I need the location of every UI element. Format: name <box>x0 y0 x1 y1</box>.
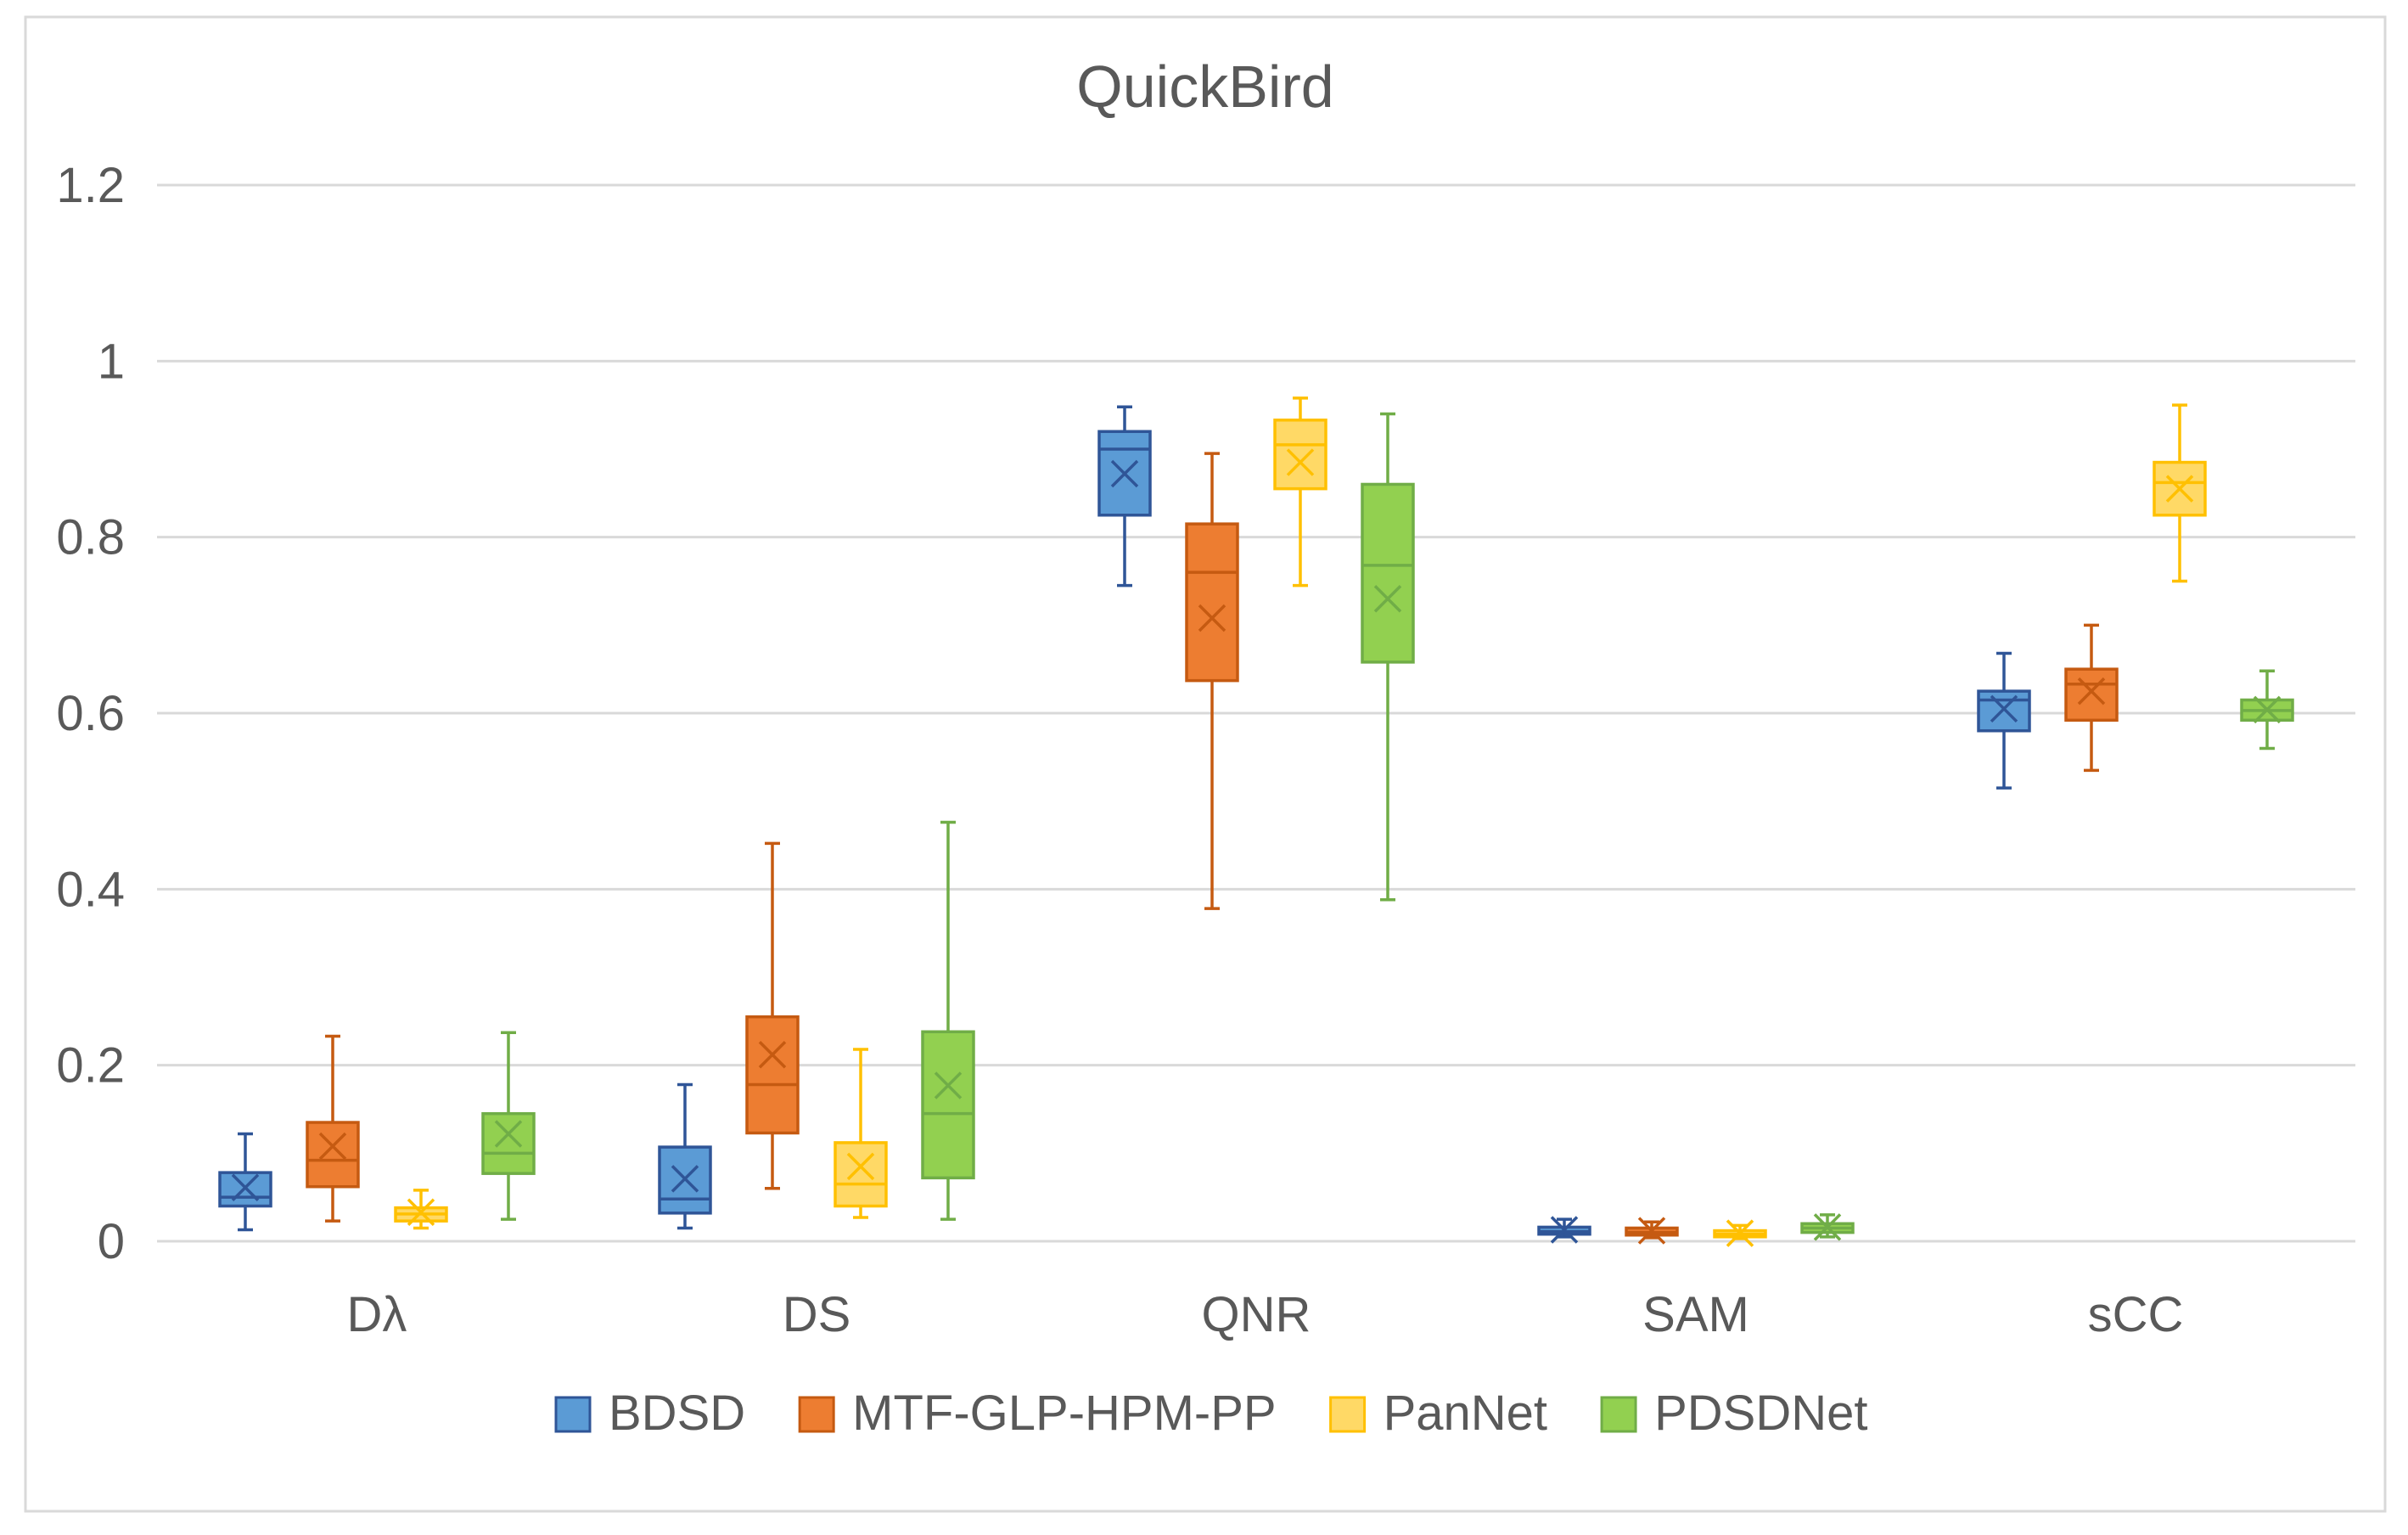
box-2-0 <box>394 1189 448 1230</box>
box-3-4 <box>2240 669 2294 751</box>
box-3-2 <box>1361 412 1415 902</box>
iqr-box <box>745 1015 800 1135</box>
legend-swatch <box>798 1396 835 1433</box>
iqr-box <box>921 1030 975 1180</box>
x-category-label: SAM <box>1642 1287 1749 1342</box>
box-2-4 <box>2153 403 2207 583</box>
legend-swatch <box>1329 1396 1367 1433</box>
iqr-box <box>1185 522 1239 683</box>
iqr-box <box>1273 419 1327 491</box>
box-3-0 <box>481 1031 536 1221</box>
iqr-box <box>1977 689 2031 733</box>
box-0-0 <box>218 1132 272 1232</box>
y-tick-label: 1 <box>98 334 125 389</box>
mean-marker <box>671 1165 699 1193</box>
mean-marker <box>407 1198 435 1227</box>
iqr-box <box>1361 482 1415 664</box>
iqr-box <box>306 1121 360 1189</box>
mean-marker <box>1373 584 1402 613</box>
legend-label: PanNet <box>1384 1386 1547 1441</box>
y-tick-label: 0.6 <box>56 686 125 741</box>
iqr-box <box>2064 667 2119 723</box>
chart-title: QuickBird <box>1076 53 1333 120</box>
legend-swatch <box>1600 1396 1637 1433</box>
y-axis-ticks: 0 0.2 0.4 0.6 0.8 1 1.2 <box>56 158 125 1269</box>
box-1-1 <box>745 841 800 1190</box>
mean-marker <box>1637 1217 1666 1245</box>
box-0-2 <box>1097 405 1152 588</box>
x-category-label: DS <box>783 1287 851 1342</box>
mean-marker <box>2165 475 2194 503</box>
mean-marker <box>2077 677 2106 706</box>
mean-marker <box>934 1071 963 1099</box>
y-tick-label: 0.2 <box>56 1038 125 1094</box>
mean-marker <box>1990 694 2018 723</box>
y-tick-label: 0.8 <box>56 510 125 565</box>
iqr-box <box>1097 430 1152 517</box>
box-2-2 <box>1273 396 1327 588</box>
box-3-1 <box>921 820 975 1221</box>
box-0-1 <box>658 1082 712 1230</box>
box-2-3 <box>1713 1219 1767 1247</box>
x-category-label: Dλ <box>347 1287 407 1342</box>
box-1-2 <box>1185 452 1239 910</box>
legend: BDSD MTF-GLP-HPM-PP PanNet PDSDNet <box>554 1386 1867 1441</box>
y-tick-label: 0 <box>98 1214 125 1269</box>
y-tick-label: 0.4 <box>56 862 125 917</box>
mean-marker <box>1198 604 1226 633</box>
iqr-box <box>481 1111 536 1175</box>
box-plots <box>218 396 2294 1247</box>
mean-marker <box>318 1132 347 1161</box>
x-category-label: QNR <box>1202 1287 1311 1342</box>
gridlines <box>157 183 2355 1243</box>
mean-marker <box>1726 1219 1754 1247</box>
box-1-3 <box>1625 1217 1679 1245</box>
box-0-3 <box>1537 1216 1591 1244</box>
iqr-box <box>834 1141 888 1208</box>
box-2-1 <box>834 1048 888 1219</box>
y-tick-label: 1.2 <box>56 158 125 213</box>
mean-marker <box>758 1040 787 1069</box>
box-1-0 <box>306 1034 360 1223</box>
mean-marker <box>2253 695 2282 724</box>
mean-marker <box>231 1173 260 1201</box>
mean-marker <box>1110 459 1139 488</box>
mean-marker <box>1286 448 1315 476</box>
legend-swatch <box>554 1396 592 1433</box>
legend-label: BDSD <box>609 1386 745 1441</box>
legend-label: PDSDNet <box>1654 1386 1867 1441</box>
x-axis-categories: Dλ DS QNR SAM sCC <box>347 1287 2184 1342</box>
x-category-label: sCC <box>2088 1287 2184 1342</box>
box-0-4 <box>1977 651 2031 790</box>
mean-marker <box>1813 1213 1842 1241</box>
chart-border <box>24 15 2387 1513</box>
mean-marker <box>1550 1216 1579 1244</box>
mean-marker <box>494 1120 523 1148</box>
legend-label: MTF-GLP-HPM-PP <box>852 1386 1276 1441</box>
box-1-4 <box>2064 623 2119 773</box>
mean-marker <box>846 1152 875 1181</box>
box-3-3 <box>1800 1213 1855 1241</box>
